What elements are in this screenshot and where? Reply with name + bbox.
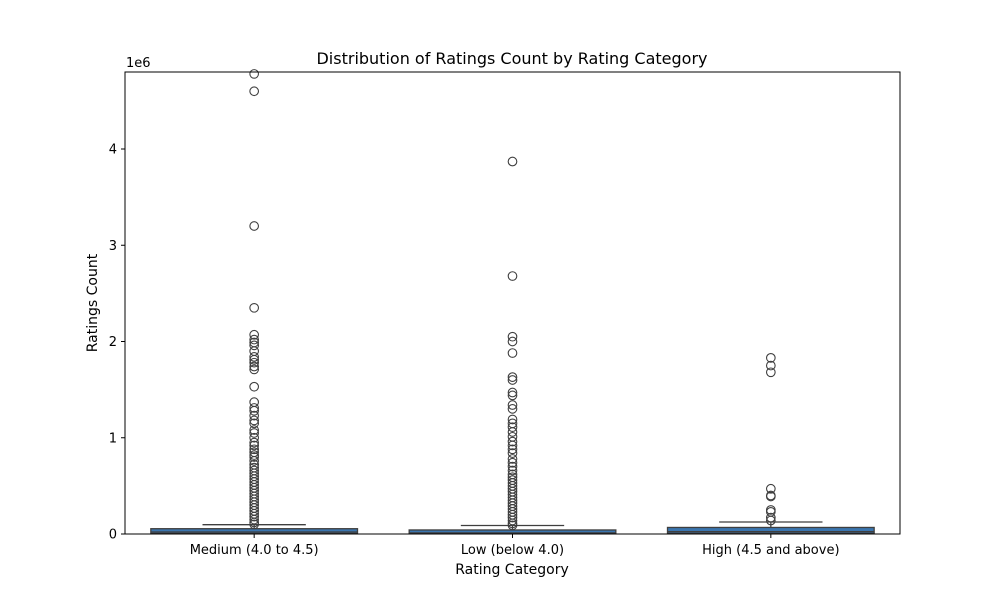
y-tick-label: 3 <box>109 239 117 254</box>
outlier-point <box>507 436 518 447</box>
x-axis-label: Rating Category <box>455 562 569 578</box>
x-tick-label: High (4.5 and above) <box>702 543 839 558</box>
outlier-point <box>249 334 260 345</box>
plot-frame <box>124 71 901 535</box>
outlier-point <box>507 348 518 358</box>
y-tick-label: 1 <box>109 431 117 446</box>
outlier-point <box>765 491 776 502</box>
outlier-point <box>249 403 260 413</box>
y-tick-label: 4 <box>109 143 117 158</box>
outlier-point <box>249 364 260 375</box>
outlier-point <box>765 360 776 371</box>
outlier-point <box>507 404 518 414</box>
outlier-point <box>507 512 518 523</box>
box-2 <box>666 526 875 534</box>
outlier-point <box>507 427 518 437</box>
outlier-point <box>765 483 776 494</box>
box-0 <box>150 528 359 535</box>
outlier-point <box>507 390 518 401</box>
outlier-point <box>507 461 518 472</box>
outlier-point <box>507 515 518 526</box>
outlier-point <box>507 422 518 433</box>
outlier-point <box>249 381 260 392</box>
outlier-point <box>765 353 776 363</box>
outlier-point <box>507 448 518 459</box>
outlier-point <box>249 425 260 435</box>
outlier-point <box>249 428 260 438</box>
outlier-point <box>507 440 518 451</box>
outlier-point <box>249 352 260 362</box>
outlier-point <box>507 387 518 398</box>
outlier-point <box>507 372 518 382</box>
outlier-point <box>507 465 518 476</box>
outlier-point <box>507 444 518 455</box>
y-tick-label: 0 <box>109 528 117 543</box>
y-tick-label: 2 <box>109 335 117 350</box>
outlier-point <box>249 514 260 525</box>
outlier-point <box>249 354 260 365</box>
outlier-point <box>249 444 260 455</box>
y-axis-label: Ratings Count <box>85 253 101 352</box>
outlier-point <box>507 520 518 531</box>
outlier-point <box>249 329 260 340</box>
outlier-point <box>507 400 518 410</box>
outlier-point <box>765 512 776 523</box>
outlier-point <box>507 414 518 425</box>
plot-area: Medium (4.0 to 4.5) Low (below 4.0) High (… <box>109 69 901 558</box>
outlier-point <box>249 405 260 416</box>
outlier-point <box>765 515 776 526</box>
outlier-point <box>249 418 260 429</box>
outlier-point <box>249 456 260 466</box>
outlier-point <box>249 340 260 351</box>
outlier-point <box>249 437 260 448</box>
outlier-point <box>249 357 260 368</box>
outlier-point <box>507 336 518 347</box>
outlier-point <box>507 156 518 167</box>
outlier-point <box>249 415 260 426</box>
chart-title: Distribution of Ratings Count by Rating … <box>316 49 707 68</box>
outlier-point <box>249 511 260 522</box>
outlier-point <box>249 432 260 443</box>
outlier-point <box>507 457 518 468</box>
outlier-point <box>249 452 260 462</box>
outlier-point <box>507 271 518 281</box>
outlier-point <box>249 519 260 530</box>
outlier-point <box>507 375 518 385</box>
x-tick-label: Low (below 4.0) <box>461 543 564 558</box>
y-axis-offset-label: 1e6 <box>126 56 151 71</box>
outlier-point <box>249 221 260 231</box>
outlier-point <box>507 331 518 342</box>
outlier-point <box>249 440 260 451</box>
outlier-point <box>249 86 260 97</box>
x-tick-label: Medium (4.0 to 4.5) <box>190 543 319 558</box>
outlier-point <box>249 69 260 79</box>
outlier-point <box>507 454 518 464</box>
outlier-point <box>249 361 260 372</box>
outlier-point <box>249 302 260 313</box>
outlier-point <box>249 410 260 421</box>
outlier-point <box>765 367 776 378</box>
